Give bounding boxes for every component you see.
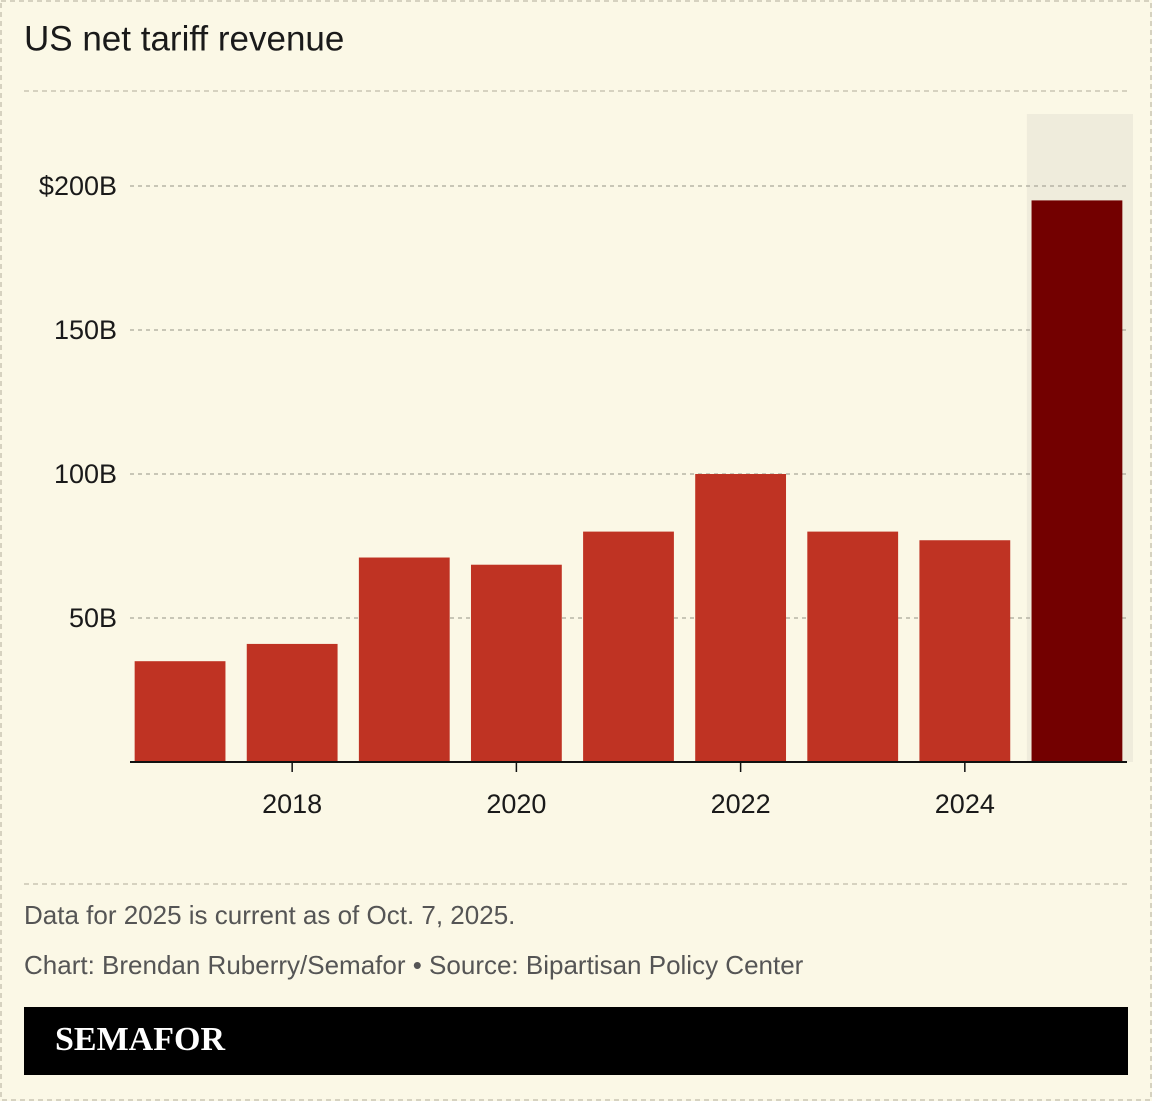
bar: [470, 564, 562, 762]
bar: [583, 531, 674, 762]
bar: [246, 643, 338, 762]
bar: [358, 557, 450, 762]
brand-bar: [24, 1007, 1128, 1075]
x-tick-label: 2024: [935, 789, 995, 819]
credit: Chart: Brendan Ruberry/Semafor • Source:…: [24, 950, 804, 980]
y-tick-label: 50B: [69, 603, 117, 633]
y-tick-label: 100B: [54, 459, 117, 489]
x-tick-label: 2020: [486, 789, 546, 819]
y-tick-label: 150B: [54, 315, 117, 345]
bar: [1031, 200, 1123, 762]
y-tick-label: $200B: [39, 171, 117, 201]
bar: [807, 531, 899, 762]
note: Data for 2025 is current as of Oct. 7, 2…: [24, 900, 515, 930]
bar: [919, 540, 1011, 762]
brand: SEMAFOR: [55, 1021, 225, 1058]
bar: [134, 661, 226, 762]
bar: [695, 474, 787, 762]
chart-title: US net tariff revenue: [24, 19, 344, 58]
x-tick-label: 2022: [711, 789, 771, 819]
x-tick-label: 2018: [262, 789, 322, 819]
